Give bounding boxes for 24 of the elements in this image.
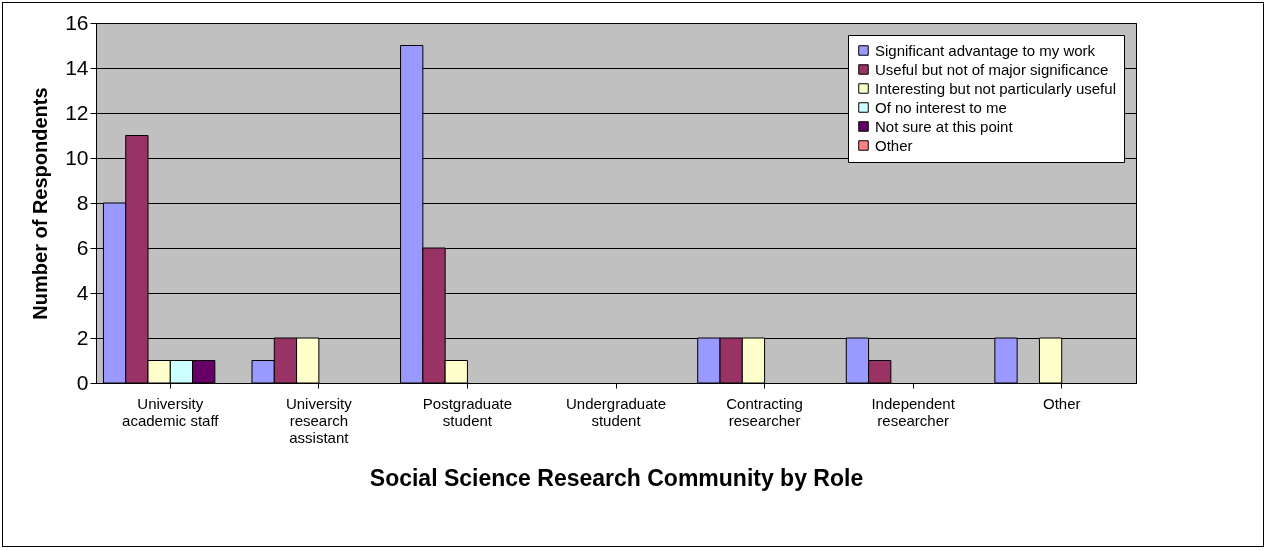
x-tick-label: Independent researcher xyxy=(871,394,956,429)
legend-label: Interesting but not particularly useful xyxy=(875,79,1116,97)
legend-label: Not sure at this point xyxy=(875,117,1014,135)
x-tick-label: University academic staff xyxy=(122,394,220,429)
x-tick-label: Undergraduate student xyxy=(565,394,667,429)
y-axis-title: Number of Respondents xyxy=(29,87,52,320)
x-axis-title: Social Science Research Community by Role xyxy=(369,464,864,491)
legend-label: Other xyxy=(875,136,913,154)
x-tick-label: Contracting researcher xyxy=(726,394,803,429)
legend-label: Useful but not of major significance xyxy=(875,60,1109,78)
x-tick-label: University research assistant xyxy=(285,394,353,446)
y-tick-label: 14 xyxy=(65,55,89,79)
y-tick-label: 6 xyxy=(76,235,89,259)
legend-label: Of no interest to me xyxy=(875,98,1007,116)
y-tick-label: 0 xyxy=(76,370,89,394)
y-tick-label: 10 xyxy=(65,145,89,169)
y-tick-label: 16 xyxy=(65,10,89,34)
legend-label: Significant advantage to my work xyxy=(875,41,1096,59)
y-tick-label: 4 xyxy=(76,280,89,304)
x-tick-label: Postgraduate student xyxy=(422,394,513,429)
y-tick-label: 8 xyxy=(76,190,89,214)
y-tick-label: 2 xyxy=(76,325,89,349)
y-tick-label: 12 xyxy=(65,100,89,124)
x-tick-label: Other xyxy=(1042,394,1081,412)
